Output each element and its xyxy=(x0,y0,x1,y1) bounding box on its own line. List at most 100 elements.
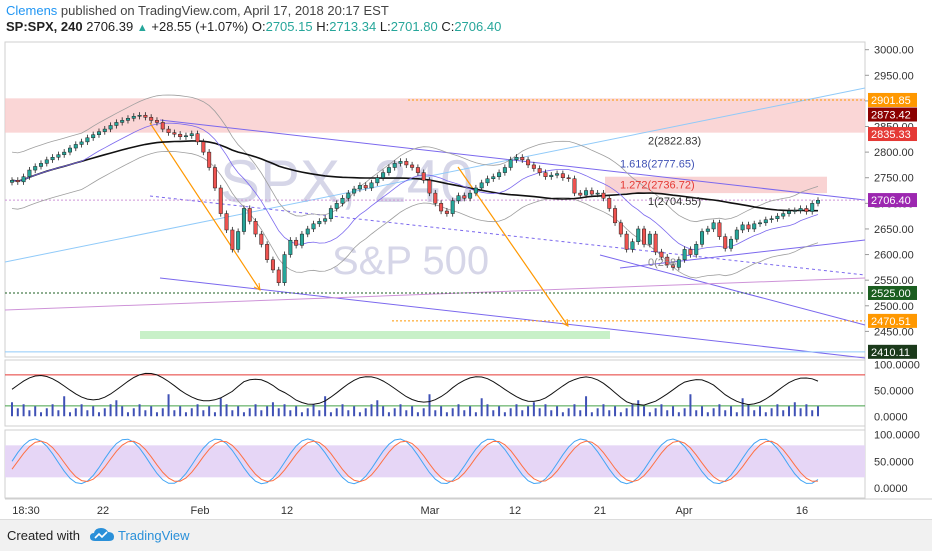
author-link[interactable]: Clemens xyxy=(6,3,58,18)
candle xyxy=(149,117,154,121)
candle xyxy=(479,182,484,189)
price-tag xyxy=(868,107,917,122)
candle xyxy=(520,156,525,161)
candle xyxy=(804,208,809,212)
price-tag-label: 2525.00 xyxy=(871,288,911,300)
candle xyxy=(688,249,693,255)
candle xyxy=(73,144,78,149)
price-tag-label: 2901.85 xyxy=(871,95,911,107)
fib-label: 2(2822.83) xyxy=(648,135,701,147)
price-tag xyxy=(868,92,917,107)
candle xyxy=(595,192,600,195)
created-with-label: Created with xyxy=(7,528,80,543)
candle xyxy=(375,177,380,184)
price-tag-label: 2873.42 xyxy=(871,110,911,122)
open-label: O: xyxy=(251,19,266,34)
y-tick-label: 2800.00 xyxy=(874,147,914,159)
candle xyxy=(700,231,705,245)
symbol-label: SP:SPX, 240 xyxy=(6,19,83,34)
moving-average-line xyxy=(11,140,818,212)
candle xyxy=(410,164,415,168)
candle xyxy=(729,238,734,249)
candle xyxy=(386,167,391,173)
candle xyxy=(143,114,148,118)
ohlc-line: SP:SPX, 240 2706.39 ▲ +28.55 (+1.07%) O:… xyxy=(6,19,501,34)
open-value: 2705.15 xyxy=(265,19,313,34)
y-tick-label: 2950.00 xyxy=(874,70,914,82)
tradingview-brand[interactable]: TradingView xyxy=(118,528,190,543)
y-tick-label: 2500.00 xyxy=(874,301,914,313)
candle xyxy=(787,210,791,214)
last-price: 2706.39 xyxy=(86,19,134,34)
fib-label: 1(2704.55) xyxy=(648,196,701,208)
candle xyxy=(578,192,583,196)
price-tag xyxy=(868,127,917,142)
footer-bar: Created with TradingView xyxy=(0,519,932,551)
stochastic-band xyxy=(5,445,865,478)
candle xyxy=(404,161,409,166)
trend-line xyxy=(599,254,866,326)
trend-line xyxy=(619,239,866,269)
projection-arrow xyxy=(149,122,261,291)
oscillator-tick-label: 100.0000 xyxy=(874,360,920,372)
candle xyxy=(79,141,84,145)
candle xyxy=(294,239,299,246)
x-tick-label: 12 xyxy=(281,505,293,517)
basis-line xyxy=(11,122,819,251)
candle xyxy=(781,213,786,217)
price-tag-label: 2706.40 xyxy=(871,195,911,207)
oscillator-tick-label: 0.0000 xyxy=(874,411,908,423)
price-tag xyxy=(868,344,917,359)
candle xyxy=(50,156,55,161)
candle xyxy=(497,172,502,177)
trend-line xyxy=(4,277,866,311)
candle xyxy=(212,167,217,189)
candle xyxy=(705,228,710,232)
candle xyxy=(108,125,113,130)
fib-label: 1.618(2777.65) xyxy=(620,159,695,171)
candle xyxy=(247,208,252,222)
candle xyxy=(224,213,229,231)
stochastic-tick-label: 0.0000 xyxy=(874,483,908,495)
arrow-head-icon xyxy=(253,282,261,291)
candle xyxy=(189,133,194,136)
candle xyxy=(421,172,426,181)
candle xyxy=(514,156,519,161)
x-tick-label: Mar xyxy=(421,505,440,517)
candle xyxy=(218,187,223,214)
candle xyxy=(282,254,287,283)
support-zone xyxy=(140,331,610,339)
candle xyxy=(566,177,571,180)
candle xyxy=(502,167,507,173)
candle xyxy=(114,122,119,126)
candle xyxy=(647,233,652,245)
candle xyxy=(381,172,386,178)
candle xyxy=(758,222,763,225)
candle xyxy=(369,182,374,189)
x-tick-label: 12 xyxy=(509,505,521,517)
candle xyxy=(444,210,449,214)
candle xyxy=(328,208,333,219)
price-tag xyxy=(868,193,917,208)
candle xyxy=(131,116,136,119)
low-label: L: xyxy=(379,19,391,34)
candle xyxy=(601,192,606,199)
candle xyxy=(398,161,403,164)
price-tag xyxy=(868,313,917,328)
x-tick-label: 18:30 xyxy=(12,505,40,517)
candle xyxy=(618,222,623,235)
candle xyxy=(323,218,328,222)
candle xyxy=(207,151,212,168)
candle xyxy=(555,173,560,176)
candle xyxy=(392,163,397,168)
low-value: 2701.80 xyxy=(390,19,438,34)
candle xyxy=(160,122,165,130)
y-tick-label: 2550.00 xyxy=(874,275,914,287)
candle xyxy=(624,233,629,250)
candle xyxy=(265,244,270,260)
candle xyxy=(473,187,478,194)
candle xyxy=(299,233,304,246)
watermark-name: S&P 500 xyxy=(332,239,489,283)
candle xyxy=(102,128,107,132)
